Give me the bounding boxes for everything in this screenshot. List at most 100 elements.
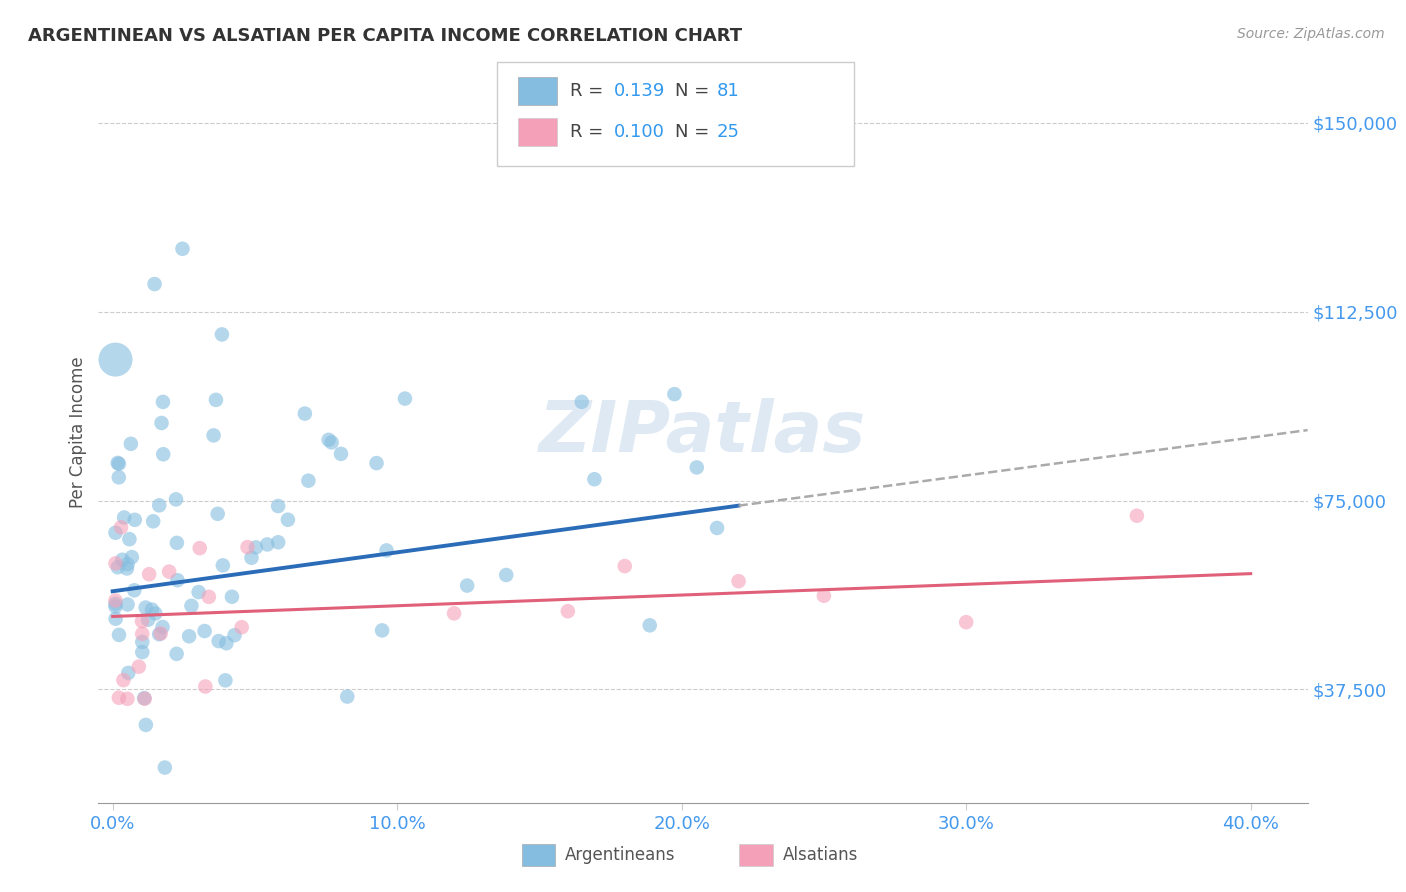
- Point: [706, 521, 728, 535]
- FancyBboxPatch shape: [522, 844, 555, 866]
- Point: [214, 673, 236, 688]
- Point: [277, 513, 299, 527]
- Point: [236, 540, 259, 554]
- Point: [215, 636, 238, 650]
- Point: [394, 392, 416, 406]
- Point: [165, 492, 187, 507]
- Point: [456, 578, 478, 592]
- Point: [443, 607, 465, 621]
- Point: [205, 392, 228, 407]
- Point: [134, 691, 156, 706]
- Y-axis label: Per Capita Income: Per Capita Income: [69, 357, 87, 508]
- Point: [135, 718, 157, 732]
- FancyBboxPatch shape: [517, 77, 557, 104]
- Point: [207, 507, 229, 521]
- Point: [294, 407, 316, 421]
- Point: [104, 612, 127, 626]
- Point: [955, 615, 977, 630]
- Point: [297, 474, 319, 488]
- Point: [115, 561, 138, 575]
- Point: [198, 590, 221, 604]
- Point: [142, 514, 165, 528]
- Point: [267, 535, 290, 549]
- Point: [336, 690, 359, 704]
- Point: [166, 573, 188, 587]
- Point: [166, 536, 188, 550]
- Text: ZIPatlas: ZIPatlas: [540, 398, 866, 467]
- Point: [180, 599, 202, 613]
- Point: [149, 626, 172, 640]
- Text: 81: 81: [716, 81, 740, 100]
- Point: [231, 620, 253, 634]
- Point: [135, 600, 157, 615]
- Point: [211, 327, 233, 342]
- Point: [148, 499, 170, 513]
- Point: [108, 690, 131, 705]
- Text: 0.139: 0.139: [613, 81, 665, 100]
- Point: [172, 242, 194, 256]
- Text: Alsatians: Alsatians: [783, 846, 858, 863]
- Point: [107, 470, 129, 484]
- Point: [104, 557, 127, 571]
- Point: [117, 598, 139, 612]
- Text: R =: R =: [569, 81, 609, 100]
- Point: [118, 532, 141, 546]
- Point: [104, 525, 127, 540]
- Text: 25: 25: [716, 123, 740, 141]
- Point: [143, 607, 166, 621]
- Point: [107, 560, 129, 574]
- Point: [112, 510, 135, 524]
- Point: [134, 691, 156, 706]
- Point: [371, 624, 394, 638]
- Point: [108, 628, 131, 642]
- Point: [321, 435, 343, 450]
- Point: [664, 387, 686, 401]
- Point: [143, 277, 166, 291]
- Point: [686, 460, 709, 475]
- Point: [211, 558, 233, 573]
- Point: [131, 614, 153, 628]
- Point: [813, 589, 835, 603]
- Text: N =: N =: [675, 81, 716, 100]
- Point: [117, 557, 139, 571]
- Point: [120, 437, 142, 451]
- Point: [108, 457, 131, 471]
- Point: [124, 583, 146, 598]
- Point: [638, 618, 661, 632]
- Point: [152, 620, 174, 634]
- Point: [124, 513, 146, 527]
- Point: [131, 627, 153, 641]
- Point: [104, 597, 127, 611]
- FancyBboxPatch shape: [517, 118, 557, 146]
- Text: N =: N =: [675, 123, 716, 141]
- Text: 0.100: 0.100: [613, 123, 665, 141]
- Point: [150, 416, 173, 430]
- Point: [104, 352, 127, 367]
- Text: Source: ZipAtlas.com: Source: ZipAtlas.com: [1237, 27, 1385, 41]
- Point: [613, 559, 636, 574]
- Point: [111, 553, 134, 567]
- Point: [194, 624, 217, 638]
- Point: [107, 456, 129, 470]
- Point: [1126, 508, 1149, 523]
- FancyBboxPatch shape: [498, 62, 855, 166]
- Point: [141, 602, 163, 616]
- Point: [330, 447, 353, 461]
- Point: [571, 395, 593, 409]
- Point: [727, 574, 749, 589]
- Point: [366, 456, 388, 470]
- Point: [166, 647, 188, 661]
- Point: [131, 645, 153, 659]
- Point: [208, 634, 231, 648]
- Point: [194, 680, 217, 694]
- Point: [138, 567, 160, 582]
- Point: [112, 673, 135, 687]
- Point: [104, 599, 127, 614]
- Text: Argentineans: Argentineans: [565, 846, 676, 863]
- Text: R =: R =: [569, 123, 609, 141]
- Point: [179, 629, 201, 643]
- Point: [121, 550, 143, 565]
- Point: [148, 627, 170, 641]
- Point: [131, 635, 153, 649]
- Point: [221, 590, 243, 604]
